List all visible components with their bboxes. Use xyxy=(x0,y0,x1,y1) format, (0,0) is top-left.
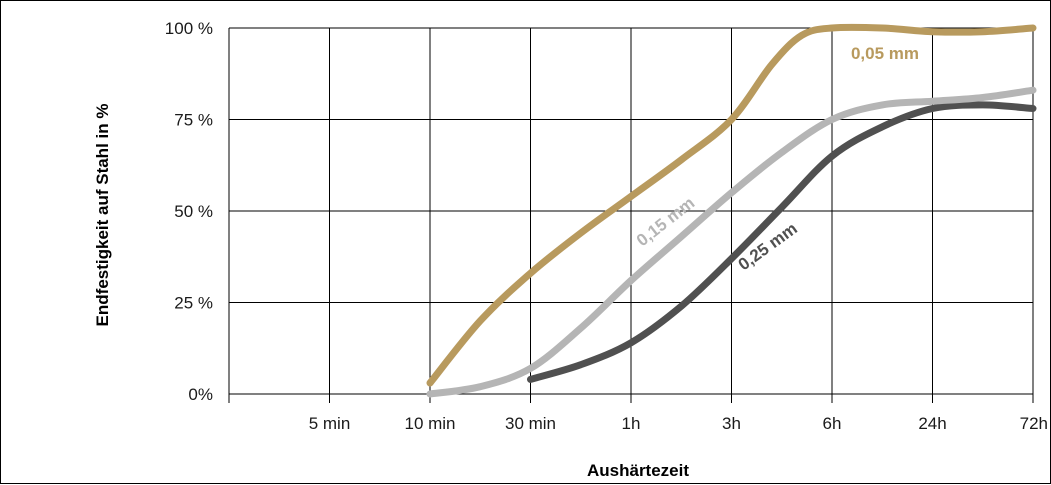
y-tick-label: 0% xyxy=(188,385,213,404)
series-label-0-05mm: 0,05 mm xyxy=(851,44,919,63)
series-label-0-15mm: 0,15 mm xyxy=(633,193,698,250)
x-tick-label: 72h xyxy=(1020,414,1048,433)
y-tick-label: 50 % xyxy=(174,202,213,221)
series-line-0-05mm xyxy=(426,23,1037,387)
y-tick-label: 100 % xyxy=(165,19,213,38)
y-tick-label: 25 % xyxy=(174,294,213,313)
y-tick-label: 75 % xyxy=(174,111,213,130)
series-line-0-25mm xyxy=(527,101,1037,383)
series-lines xyxy=(426,23,1037,398)
x-tick-labels: 5 min 10 min 30 min 1h 3h 6h 24h 72h xyxy=(309,414,1048,433)
y-tick-labels: 0% 25 % 50 % 75 % 100 % xyxy=(165,19,213,404)
x-axis-label: Aushärtezeit xyxy=(587,461,689,480)
x-tick-label: 1h xyxy=(622,414,641,433)
x-tick-label: 30 min xyxy=(505,414,556,433)
x-tick-label: 10 min xyxy=(404,414,455,433)
x-tick-label: 3h xyxy=(722,414,741,433)
y-axis-label: Endfestigkeit auf Stahl in % xyxy=(93,104,112,327)
x-tick-label: 6h xyxy=(823,414,842,433)
x-tick-label: 24h xyxy=(918,414,946,433)
x-tick-label: 5 min xyxy=(309,414,351,433)
series-line-0-15mm xyxy=(426,86,1037,398)
